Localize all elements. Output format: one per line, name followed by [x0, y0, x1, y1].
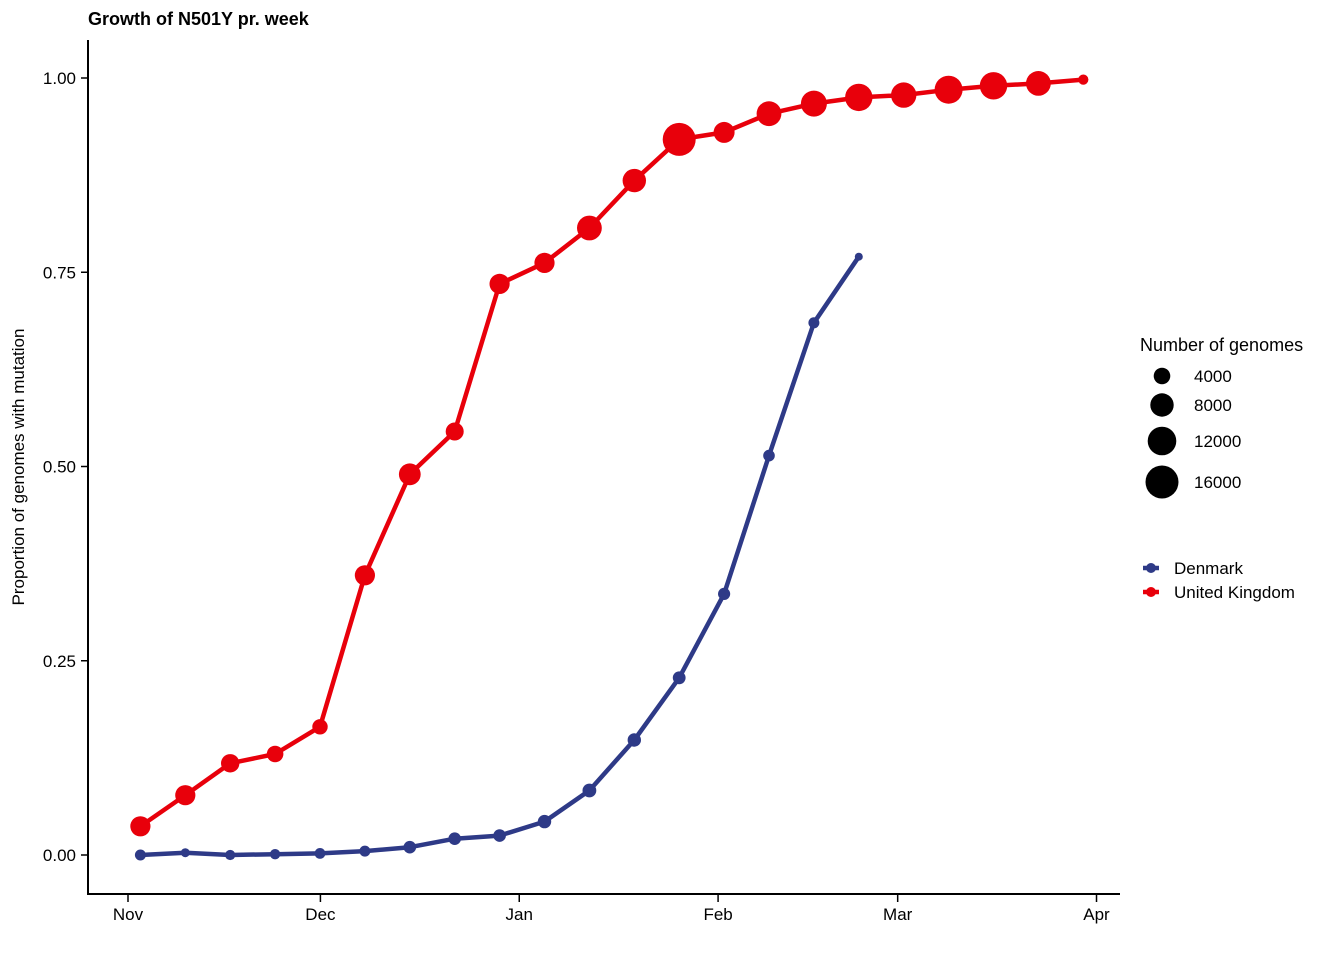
size-legend-title: Number of genomes [1140, 335, 1303, 355]
data-point-denmark-1 [181, 848, 190, 857]
size-legend-label-1: 8000 [1194, 396, 1232, 415]
data-point-united-kingdom-12 [663, 123, 696, 156]
x-tick-label-1: Dec [305, 905, 336, 924]
size-legend-key-1 [1150, 393, 1173, 416]
data-point-united-kingdom-18 [935, 76, 963, 104]
x-tick-label-2: Jan [506, 905, 533, 924]
data-point-united-kingdom-7 [446, 423, 464, 441]
data-point-united-kingdom-6 [399, 463, 421, 485]
y-tick-label-1: 0.25 [43, 652, 76, 671]
data-point-united-kingdom-16 [845, 84, 872, 111]
data-point-denmark-11 [628, 733, 641, 746]
data-point-united-kingdom-9 [534, 253, 554, 273]
data-point-denmark-4 [315, 848, 326, 859]
legend: Number of genomes 4000 8000 12000 16000 Denma… [1140, 335, 1303, 602]
data-point-united-kingdom-0 [130, 816, 150, 836]
series-line-united-kingdom [140, 80, 1083, 827]
data-point-denmark-15 [808, 317, 819, 328]
chart-title: Growth of N501Y pr. week [88, 9, 310, 29]
legend-key-point-denmark [1146, 563, 1156, 573]
data-point-united-kingdom-5 [355, 565, 375, 585]
size-legend-key-0 [1154, 368, 1171, 385]
data-point-united-kingdom-3 [267, 746, 284, 763]
y-tick-label-2: 0.50 [43, 458, 76, 477]
data-point-denmark-5 [359, 846, 370, 857]
data-point-denmark-0 [135, 850, 146, 861]
data-point-united-kingdom-17 [891, 82, 916, 107]
data-point-united-kingdom-15 [801, 91, 827, 117]
data-point-united-kingdom-2 [221, 754, 239, 772]
data-point-denmark-16 [855, 253, 863, 261]
data-point-denmark-13 [718, 588, 730, 600]
data-point-united-kingdom-20 [1026, 71, 1051, 96]
data-point-denmark-12 [673, 671, 686, 684]
legend-key-point-united-kingdom [1146, 587, 1156, 597]
series-denmark [135, 253, 863, 861]
data-point-united-kingdom-1 [175, 785, 195, 805]
size-legend-key-2 [1148, 427, 1177, 456]
data-point-united-kingdom-10 [577, 216, 602, 241]
data-point-united-kingdom-13 [714, 122, 735, 143]
data-point-united-kingdom-21 [1078, 75, 1088, 85]
data-point-denmark-8 [493, 829, 506, 842]
data-point-denmark-6 [404, 841, 417, 854]
x-tick-label-0: Nov [113, 905, 144, 924]
x-tick-label-5: Apr [1083, 905, 1110, 924]
plot-area [130, 71, 1088, 861]
size-legend-label-2: 12000 [1194, 432, 1241, 451]
legend-label-united-kingdom: United Kingdom [1174, 583, 1295, 602]
data-point-united-kingdom-14 [757, 101, 782, 126]
size-legend-label-0: 4000 [1194, 367, 1232, 386]
size-legend-key-3 [1146, 466, 1179, 499]
data-point-united-kingdom-8 [490, 274, 510, 294]
data-point-united-kingdom-19 [980, 72, 1007, 99]
legend-label-denmark: Denmark [1174, 559, 1243, 578]
y-tick-label-0: 0.00 [43, 846, 76, 865]
size-legend-label-3: 16000 [1194, 473, 1241, 492]
data-point-denmark-9 [538, 815, 551, 828]
y-tick-label-3: 0.75 [43, 263, 76, 282]
data-point-denmark-7 [448, 832, 461, 845]
data-point-united-kingdom-11 [623, 169, 646, 192]
y-tick-label-4: 1.00 [43, 69, 76, 88]
data-point-denmark-2 [225, 850, 235, 860]
x-tick-label-3: Feb [703, 905, 732, 924]
data-point-united-kingdom-4 [312, 719, 327, 734]
series-united-kingdom [130, 71, 1088, 836]
axis-ticks: Nov Dec Jan Feb Mar Apr 0.00 0.25 0.50 0.75 1.00 [43, 69, 1110, 924]
series-line-denmark [140, 257, 858, 855]
y-axis-title: Proportion of genomes with mutation [9, 329, 28, 606]
data-point-denmark-10 [583, 784, 597, 798]
data-point-denmark-3 [270, 849, 280, 859]
data-point-denmark-14 [763, 450, 775, 462]
x-tick-label-4: Mar [883, 905, 913, 924]
